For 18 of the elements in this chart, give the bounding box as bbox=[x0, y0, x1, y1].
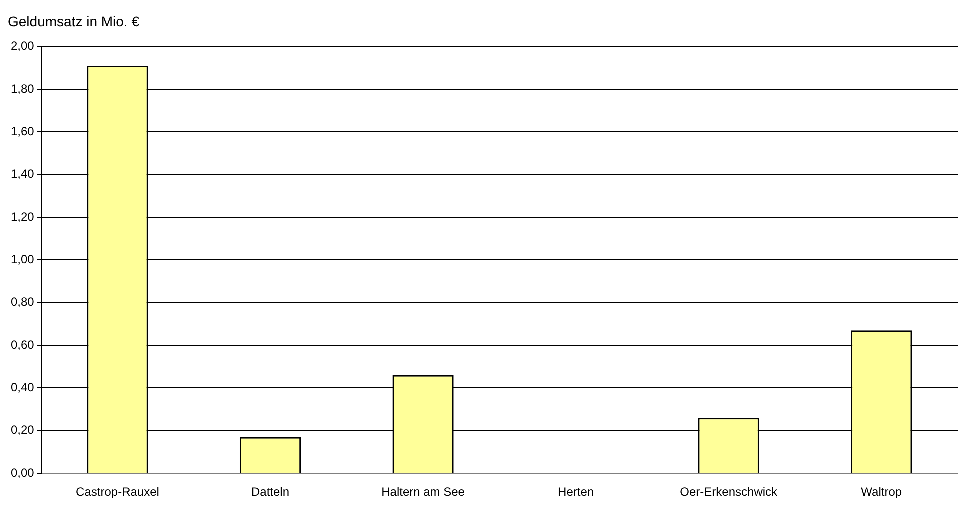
y-tick-label: 2,00 bbox=[10, 39, 35, 54]
x-tick-label: Oer-Erkenschwick bbox=[680, 485, 779, 500]
x-tick-label: Herten bbox=[558, 485, 594, 500]
y-tick-label: 0,20 bbox=[10, 423, 35, 438]
y-tick-label: 0,40 bbox=[10, 380, 35, 395]
y-tick-label: 1,80 bbox=[10, 82, 35, 96]
y-tick-label: 1,40 bbox=[10, 167, 35, 182]
chart-title: Geldumsatz in Mio. € bbox=[8, 13, 140, 30]
y-tick-label: 1,60 bbox=[10, 124, 35, 138]
y-tick-label: 0,00 bbox=[10, 466, 35, 480]
x-tick-label: Haltern am See bbox=[382, 485, 466, 500]
x-tick-label: Castrop-Rauxel bbox=[76, 485, 160, 500]
x-tick-label: Datteln bbox=[252, 485, 290, 500]
y-tick-label: 1,20 bbox=[10, 210, 35, 224]
x-tick-label: Waltrop bbox=[861, 485, 902, 500]
y-tick-label: 0,80 bbox=[10, 295, 35, 310]
y-tick-label: 1,00 bbox=[10, 252, 35, 267]
y-tick-label: 0,60 bbox=[10, 338, 35, 352]
